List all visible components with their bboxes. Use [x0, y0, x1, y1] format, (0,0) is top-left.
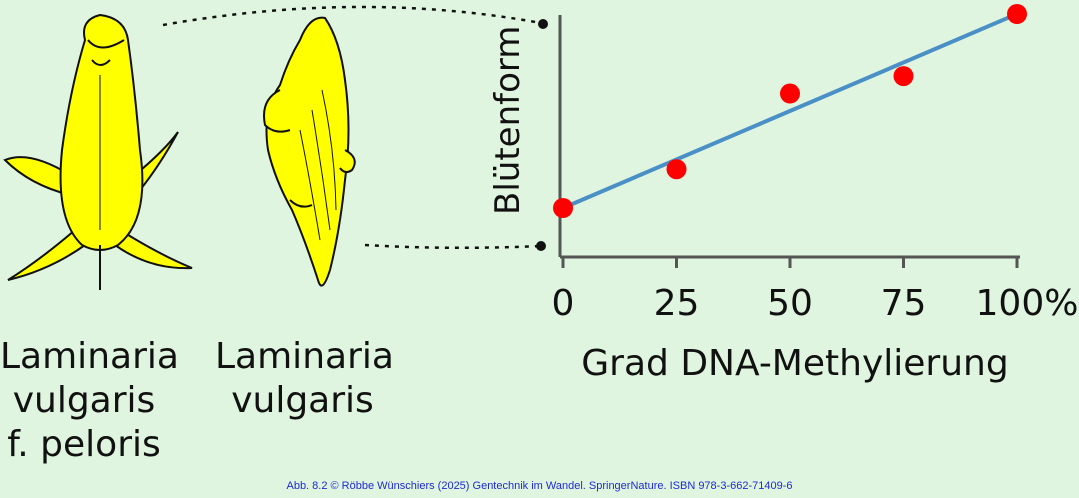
data-point — [666, 159, 687, 180]
species-label-peloric-line-3: f. peloris — [7, 424, 161, 465]
species-label-peloric-line-2: vulgaris — [12, 380, 156, 421]
data-point — [553, 198, 573, 218]
data-point — [1007, 4, 1027, 24]
copyright-footer: Abb. 8.2 © Röbbe Wünschiers (2025) Gente… — [286, 480, 793, 492]
x-tick-label: 100% — [976, 283, 1079, 324]
fit-line — [561, 12, 1019, 210]
y-axis-label: Blütenform — [488, 25, 528, 215]
connector-bottom — [364, 243, 542, 250]
data-point — [893, 66, 914, 87]
species-label-peloric: Laminaria vulgaris f. peloris — [0, 335, 179, 467]
x-tick-label: 25 — [654, 283, 700, 324]
x-tick-label: 50 — [767, 283, 813, 324]
normal-flower-drawing — [263, 16, 356, 287]
species-label-normal-line-2: vulgaris — [231, 380, 374, 421]
species-label-normal: Laminaria vulgaris — [215, 335, 394, 423]
x-tick-label: 75 — [881, 283, 927, 324]
species-label-peloric-line-1: Laminaria — [0, 336, 179, 377]
x-tick-label: 0 — [552, 283, 575, 324]
connector-top-dot — [538, 19, 548, 29]
data-point — [780, 83, 800, 104]
peloric-flower-drawing — [3, 13, 193, 290]
connector-top — [162, 5, 542, 27]
species-label-normal-line-1: Laminaria — [215, 336, 394, 377]
connector-bottom-dot — [536, 241, 546, 251]
x-axis-label: Grad DNA-Methylierung — [581, 343, 1009, 384]
